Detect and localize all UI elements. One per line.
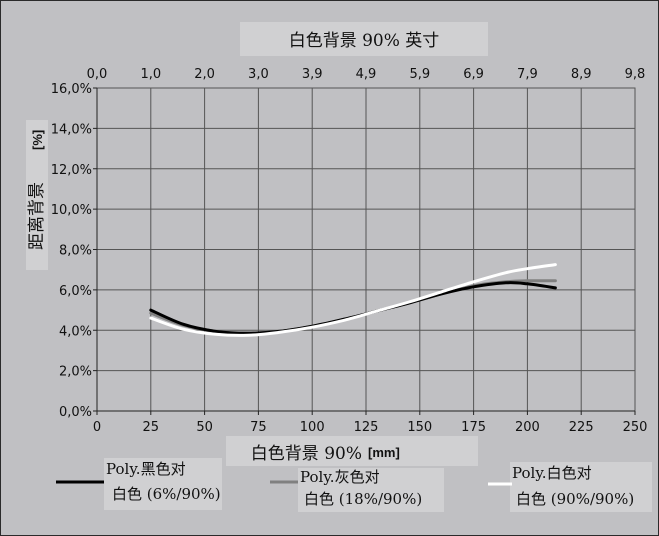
y-tick-label: 4,0% (59, 324, 92, 339)
legend-bg-3 (510, 462, 652, 512)
legend-bg-2 (298, 468, 444, 512)
y-tick-label: 0,0% (59, 405, 92, 420)
series-line-white (149, 263, 557, 337)
y-tick-label: 16,0% (51, 82, 92, 97)
y-tick-label: 14,0% (51, 122, 92, 137)
legend: Poly.黑色对 白色 (6%/90%) Poly.灰色对 白色 (18%/90… (56, 458, 652, 512)
y-tick-label: 2,0% (59, 365, 92, 380)
x-tick-label: 150 (407, 420, 432, 435)
top-tick-label: 2,0 (194, 67, 215, 82)
top-tick-label: 3,9 (302, 67, 323, 82)
x-tick-label: 250 (623, 420, 648, 435)
x-tick-label: 50 (196, 420, 213, 435)
legend-bg-1 (104, 458, 222, 510)
y-axis-unit: [%] (30, 130, 45, 150)
x-tick-label: 0 (93, 420, 101, 435)
ylabel-bg (26, 120, 48, 270)
x-axis-unit: [mm] (368, 445, 400, 460)
x-tick-label: 200 (515, 420, 540, 435)
top-tick-label: 4,9 (356, 67, 377, 82)
top-tick-label: 8,9 (571, 67, 592, 82)
y-tick-label: 12,0% (51, 163, 92, 178)
x-tick-label: 75 (250, 420, 267, 435)
x-axis-label: 白色背景 90% (251, 444, 362, 464)
x-tick-label: 100 (300, 420, 325, 435)
legend-label-1a: Poly.黑色对 (106, 460, 186, 478)
y-tick-label: 8,0% (59, 244, 92, 259)
legend-label-3a: Poly.白色对 (512, 464, 592, 482)
top-title-bg (240, 22, 488, 56)
top-tick-label: 9,8 (625, 67, 646, 82)
y-axis-label: 距离背景 (27, 182, 47, 250)
x-tick-label: 125 (354, 420, 379, 435)
chart-title: 白色背景 90% 英寸 (289, 31, 440, 51)
xlabel-bg (226, 436, 478, 466)
legend-label-3b: 白色 (90%/90%) (516, 490, 634, 508)
y-tick-label: 10,0% (51, 203, 92, 218)
top-tick-label: 6,9 (463, 67, 484, 82)
top-tick-label: 7,9 (517, 67, 538, 82)
top-tick-label: 1,0 (140, 67, 161, 82)
x-tick-label: 175 (461, 420, 486, 435)
top-tick-label: 0,0 (87, 67, 108, 82)
legend-label-2a: Poly.灰色对 (300, 468, 380, 486)
legend-label-1b: 白色 (6%/90%) (112, 485, 221, 503)
legend-label-2b: 白色 (18%/90%) (304, 490, 422, 508)
y-tick-label: 6,0% (59, 284, 92, 299)
top-tick-label: 3,0 (248, 67, 269, 82)
x-tick-label: 25 (143, 420, 160, 435)
top-tick-label: 5,9 (409, 67, 430, 82)
x-tick-label: 225 (569, 420, 594, 435)
